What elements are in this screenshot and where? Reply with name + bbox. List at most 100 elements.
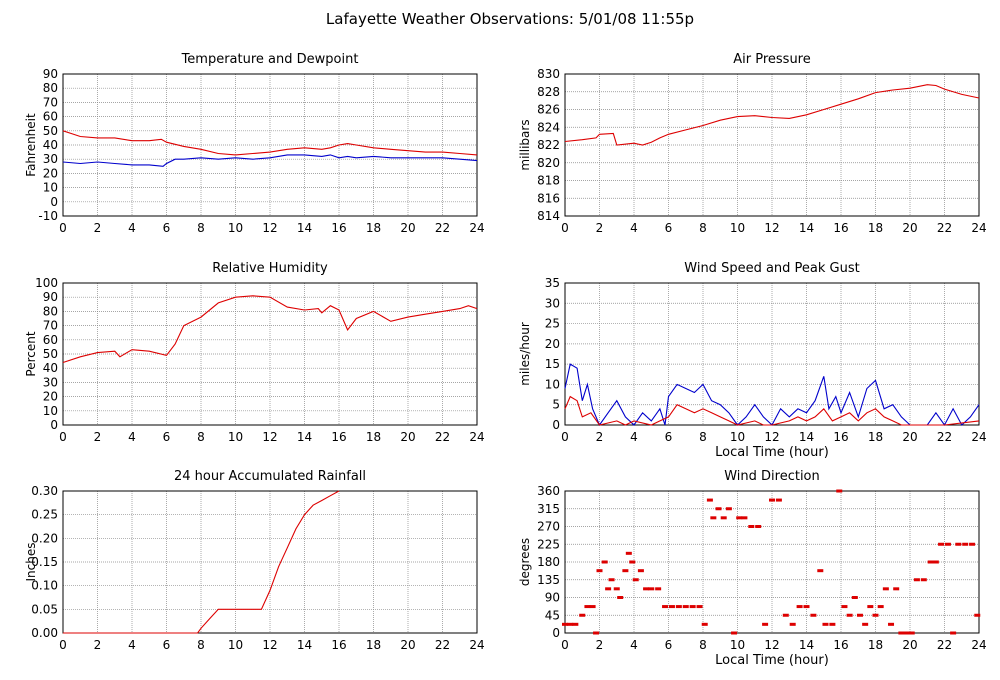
data-point bbox=[898, 631, 905, 635]
temp-title: Temperature and Dewpoint bbox=[181, 52, 359, 67]
data-point bbox=[701, 622, 708, 626]
x-tick-label: 6 bbox=[163, 638, 171, 652]
y-tick-label: 80 bbox=[43, 81, 58, 95]
x-tick-label: 10 bbox=[730, 221, 745, 235]
x-tick-label: 16 bbox=[833, 430, 848, 444]
temp-ylabel: Fahrenheit bbox=[24, 113, 38, 177]
y-tick-label: 820 bbox=[537, 156, 560, 170]
pressure-frame bbox=[564, 73, 980, 217]
x-tick-label: 8 bbox=[197, 638, 205, 652]
y-tick-label: 0 bbox=[50, 418, 58, 432]
y-tick-label: 20 bbox=[43, 166, 58, 180]
y-tick-label: 830 bbox=[537, 67, 560, 81]
data-point bbox=[720, 516, 727, 520]
x-tick-label: 8 bbox=[699, 638, 707, 652]
wind-series-line-0 bbox=[564, 363, 980, 427]
data-point bbox=[913, 578, 920, 582]
y-tick-label: 10 bbox=[545, 377, 560, 391]
data-point bbox=[579, 613, 586, 617]
y-tick-label: 70 bbox=[43, 319, 58, 333]
data-point bbox=[668, 605, 675, 609]
direction-frame bbox=[564, 490, 980, 634]
data-point bbox=[962, 542, 969, 546]
x-tick-label: 2 bbox=[596, 430, 604, 444]
data-point bbox=[893, 587, 900, 591]
x-tick-label: 24 bbox=[469, 221, 484, 235]
data-point bbox=[944, 542, 951, 546]
y-tick-label: 818 bbox=[537, 174, 560, 188]
y-tick-label: -10 bbox=[38, 209, 58, 223]
x-tick-label: 4 bbox=[128, 430, 136, 444]
data-point bbox=[920, 578, 927, 582]
y-tick-label: 5 bbox=[552, 398, 560, 412]
x-tick-label: 8 bbox=[699, 430, 707, 444]
x-tick-label: 14 bbox=[297, 638, 312, 652]
temp-series-line-0 bbox=[62, 130, 478, 156]
x-tick-label: 14 bbox=[799, 221, 814, 235]
y-tick-label: 80 bbox=[43, 304, 58, 318]
data-point bbox=[601, 560, 608, 564]
y-tick-label: 0.20 bbox=[31, 531, 58, 545]
page-title: Lafayette Weather Observations: 5/01/08 … bbox=[326, 10, 694, 28]
y-tick-label: 824 bbox=[537, 120, 560, 134]
data-point bbox=[932, 560, 939, 564]
data-point bbox=[710, 516, 717, 520]
x-tick-label: 10 bbox=[228, 638, 243, 652]
x-tick-label: 12 bbox=[262, 221, 277, 235]
x-tick-label: 8 bbox=[699, 221, 707, 235]
data-point bbox=[731, 631, 738, 635]
y-tick-label: 90 bbox=[545, 591, 560, 605]
data-point bbox=[888, 622, 895, 626]
data-point bbox=[589, 605, 596, 609]
x-tick-label: 8 bbox=[197, 430, 205, 444]
x-tick-label: 2 bbox=[94, 430, 102, 444]
data-point bbox=[629, 560, 636, 564]
data-point bbox=[625, 551, 632, 555]
x-tick-label: 22 bbox=[937, 638, 952, 652]
data-point bbox=[775, 498, 782, 502]
wind-ylabel: miles/hour bbox=[518, 322, 532, 386]
x-tick-label: 6 bbox=[665, 221, 673, 235]
y-tick-label: 180 bbox=[537, 555, 560, 569]
y-tick-label: 50 bbox=[43, 347, 58, 361]
x-tick-label: 16 bbox=[331, 638, 346, 652]
x-tick-label: 0 bbox=[59, 221, 67, 235]
data-point bbox=[938, 542, 945, 546]
data-point bbox=[927, 560, 934, 564]
x-tick-label: 16 bbox=[331, 430, 346, 444]
rain-frame bbox=[62, 490, 478, 634]
x-tick-label: 4 bbox=[128, 638, 136, 652]
x-tick-label: 2 bbox=[94, 638, 102, 652]
y-tick-label: 360 bbox=[537, 484, 560, 498]
y-tick-label: 90 bbox=[43, 290, 58, 304]
data-point bbox=[662, 605, 669, 609]
y-tick-label: 0.05 bbox=[31, 602, 58, 616]
x-tick-label: 0 bbox=[561, 638, 569, 652]
data-point bbox=[741, 516, 748, 520]
wind-title: Wind Speed and Peak Gust bbox=[684, 261, 859, 276]
data-point bbox=[810, 613, 817, 617]
data-point bbox=[562, 622, 568, 626]
data-point bbox=[841, 605, 848, 609]
y-tick-label: 40 bbox=[43, 361, 58, 375]
x-tick-label: 4 bbox=[630, 221, 638, 235]
y-tick-label: 45 bbox=[545, 608, 560, 622]
y-tick-label: 0 bbox=[552, 626, 560, 640]
data-point bbox=[851, 596, 858, 599]
humidity-title: Relative Humidity bbox=[212, 261, 328, 276]
wind-grid bbox=[564, 282, 980, 426]
data-point bbox=[596, 569, 603, 573]
y-tick-label: 0.10 bbox=[31, 579, 58, 593]
y-tick-label: 60 bbox=[43, 333, 58, 347]
x-tick-label: 16 bbox=[833, 638, 848, 652]
data-point bbox=[829, 622, 836, 626]
y-tick-label: 822 bbox=[537, 138, 560, 152]
data-point bbox=[608, 578, 615, 582]
x-tick-label: 10 bbox=[228, 221, 243, 235]
data-point bbox=[622, 569, 629, 573]
x-tick-label: 24 bbox=[971, 638, 986, 652]
x-tick-label: 0 bbox=[59, 638, 67, 652]
